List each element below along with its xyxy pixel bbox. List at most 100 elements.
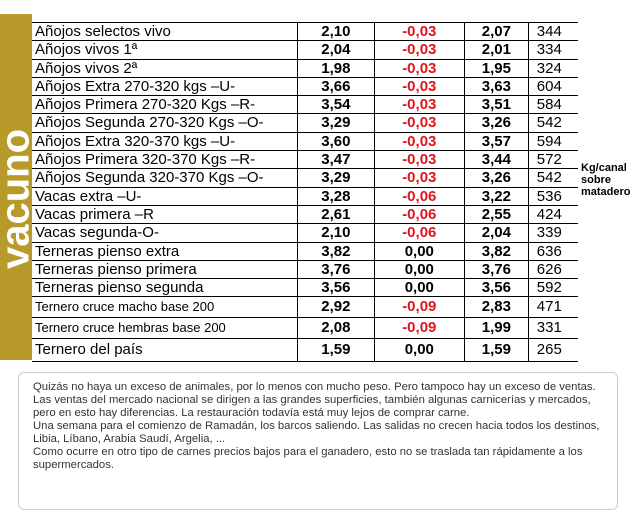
table-row: Añojos selectos vivo 2,10 -0,03 2,07 344: [32, 23, 578, 42]
unit-note: Kg/canal sobre matadero: [581, 162, 631, 198]
cell-value: 626: [536, 260, 562, 278]
row-label: Añojos vivos 1ª: [32, 41, 299, 59]
cell-value: 3,28: [298, 187, 375, 205]
row-label: Ternero cruce macho base 200: [32, 297, 299, 318]
cell-value: -0,03: [375, 169, 465, 187]
cell-value: -0,03: [375, 96, 465, 114]
cell-value: 592: [536, 279, 562, 297]
cell-value: 542: [536, 114, 562, 132]
row-label: Añojos selectos vivo: [32, 23, 299, 41]
cell-value: -0,03: [375, 59, 465, 77]
note-paragraph: Las ventas del mercado nacional se dirig…: [33, 394, 591, 419]
cell-value: 3,56: [465, 279, 529, 297]
cell-value: 2,55: [465, 205, 529, 224]
cell-value: 3,56: [298, 279, 375, 297]
table-row: Añojos Primera 320-370 Kgs –R- 3,47 -0,03 3…: [32, 151, 578, 170]
cell-value: 2,92: [298, 297, 375, 318]
cell-value: 1,99: [465, 318, 529, 339]
table-row: Ternero cruce hembras base 200 2,08 -0,09 1…: [32, 318, 578, 340]
cell-value: 2,61: [298, 205, 375, 224]
row-label: Añojos vivos 2ª: [32, 59, 299, 77]
row-label: Ternero cruce hembras base 200: [32, 318, 299, 339]
table-row: Añojos Segunda 270-320 Kgs –O- 3,29 -0,03 3…: [32, 114, 578, 133]
row-label: Añojos Primera 270-320 Kgs –R-: [32, 96, 299, 114]
table-row: Añojos Extra 270-320 kgs –U- 3,66 -0,03 3,6…: [32, 77, 578, 97]
cell-value: 0,00: [375, 279, 465, 297]
cell-value: -0,03: [375, 77, 465, 96]
cell-value: 331: [536, 319, 562, 337]
table-row: Vacas extra –U- 3,28 -0,06 3,22 536: [32, 187, 578, 206]
row-label: Vacas segunda-O-: [32, 224, 299, 242]
cell-value: 339: [536, 224, 562, 242]
cell-value: 1,59: [298, 339, 375, 362]
row-label: Vacas extra –U-: [32, 187, 299, 205]
row-label: Ternero del país: [32, 339, 299, 362]
price-table: Añojos selectos vivo 2,10 -0,03 2,07 344 Añoj…: [32, 22, 578, 363]
notes-box: Quizás no haya un exceso de animales, po…: [18, 372, 618, 510]
cell-value: 636: [536, 242, 562, 260]
cell-value: 3,51: [465, 96, 529, 114]
table-row: Vacas primera –R 2,61 -0,06 2,55 424: [32, 205, 578, 225]
cell-value: 3,82: [298, 242, 375, 260]
cell-value: 0,00: [375, 260, 465, 279]
cell-value: 572: [536, 151, 562, 169]
cell-value: 2,07: [465, 23, 529, 41]
table-row: Vacas segunda-O- 2,10 -0,06 2,04 339: [32, 224, 578, 243]
cell-value: -0,06: [375, 205, 465, 224]
cell-value: -0,06: [375, 187, 465, 205]
note-paragraph: Como ocurre en otro tipo de carnes preci…: [33, 446, 583, 471]
cell-value: 2,04: [465, 224, 529, 242]
table-row: Añojos vivos 2ª 1,98 -0,03 1,95 324: [32, 59, 578, 78]
table-row: Ternero cruce macho base 200 2,92 -0,09 2,8…: [32, 297, 578, 319]
cell-value: 604: [536, 77, 562, 95]
cell-value: 3,60: [298, 132, 375, 151]
side-band: vacuno: [0, 14, 38, 360]
cell-value: 0,00: [375, 242, 465, 260]
cell-value: 2,10: [298, 23, 375, 41]
cell-value: 2,83: [465, 297, 529, 318]
cell-value: 2,01: [465, 41, 529, 59]
cell-value: -0,06: [375, 224, 465, 242]
cell-value: -0,09: [375, 318, 465, 339]
row-label: Añojos Primera 320-370 Kgs –R-: [32, 151, 299, 169]
row-label: Añojos Extra 270-320 kgs –U-: [32, 77, 299, 96]
row-label: Terneras pienso segunda: [32, 279, 299, 297]
cell-value: 1,59: [465, 339, 529, 362]
cell-value: 3,29: [298, 114, 375, 132]
cell-value: -0,03: [375, 114, 465, 132]
table-row: Añojos Segunda 320-370 Kgs –O- 3,29 -0,03 3…: [32, 169, 578, 188]
row-label: Añojos Segunda 320-370 Kgs –O-: [32, 169, 299, 187]
row-label: Terneras pienso extra: [32, 242, 299, 260]
row-label: Añojos Extra 320-370 kgs –U-: [32, 132, 299, 151]
row-label: Vacas primera –R: [32, 205, 299, 224]
cell-value: 2,08: [298, 318, 375, 339]
cell-value: 3,54: [298, 96, 375, 114]
cell-value: 594: [536, 132, 562, 150]
cell-value: 3,44: [465, 151, 529, 169]
cell-value: 3,26: [465, 114, 529, 132]
table-row: Añojos vivos 1ª 2,04 -0,03 2,01 334: [32, 41, 578, 60]
cell-value: 3,82: [465, 242, 529, 260]
cell-value: 3,29: [298, 169, 375, 187]
cell-value: 3,26: [465, 169, 529, 187]
table-row: Añojos Primera 270-320 Kgs –R- 3,54 -0,03 3…: [32, 96, 578, 115]
cell-value: 3,63: [465, 77, 529, 96]
cell-value: -0,09: [375, 297, 465, 318]
cell-value: 344: [536, 23, 562, 40]
note-paragraph: Una semana para el comienzo de Ramadán, …: [33, 420, 600, 445]
table-row: Añojos Extra 320-370 kgs –U- 3,60 -0,03 3,5…: [32, 132, 578, 152]
cell-value: 1,98: [298, 59, 375, 77]
cell-value: -0,03: [375, 23, 465, 41]
table-row: Terneras pienso segunda 3,56 0,00 3,56 592: [32, 279, 578, 298]
cell-value: 584: [536, 96, 562, 114]
row-label: Añojos Segunda 270-320 Kgs –O-: [32, 114, 299, 132]
cell-value: 3,22: [465, 187, 529, 205]
cell-value: 3,66: [298, 77, 375, 96]
cell-value: 424: [536, 205, 562, 223]
cell-value: 334: [536, 41, 562, 59]
cell-value: 3,76: [298, 260, 375, 279]
cell-value: -0,03: [375, 132, 465, 151]
cell-value: 2,04: [298, 41, 375, 59]
note-paragraph: Quizás no haya un exceso de animales, po…: [33, 381, 596, 393]
